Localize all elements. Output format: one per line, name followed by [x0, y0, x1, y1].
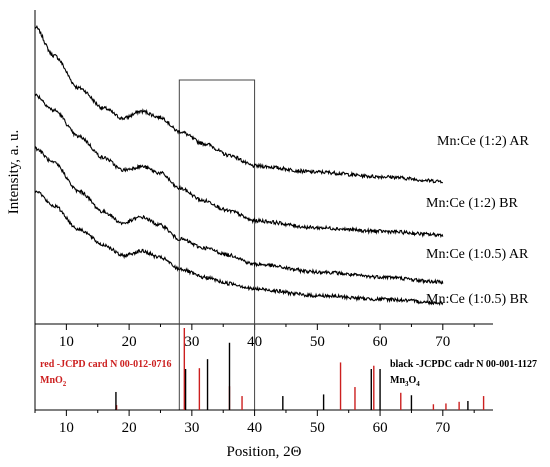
bottom-panel-x-ticks: 10 20 30 40 50 60 70 [34, 410, 475, 436]
reference-peaks [115, 328, 485, 410]
curve-0 [34, 24, 444, 184]
x-axis-label: Position, 2Θ [226, 444, 301, 460]
curve-1 [34, 93, 444, 238]
bottom-x-tick-label-40: 40 [247, 420, 262, 436]
bottom-x-tick-label-70: 70 [435, 420, 450, 436]
series-label-mnce-1-2-ar: Mn:Ce (1:2) AR [437, 134, 529, 149]
y-axis-label: Intensity, a. u. [6, 130, 22, 214]
series-label-mnce-1-05-ar: Mn:Ce (1:0.5) AR [426, 247, 529, 262]
top-x-tick-label-10: 10 [59, 334, 74, 350]
bottom-x-tick-label-30: 30 [184, 420, 199, 436]
mn3o4-formula-sub4: 4 [416, 380, 420, 388]
zoom-box [178, 79, 256, 411]
curve-2 [34, 146, 444, 285]
mn3o4-formula-o: O [409, 375, 417, 386]
diffraction-curves [34, 24, 444, 306]
legend-mn3o4-card: black -JCPDC cadr N 00-001-1127 [390, 359, 537, 370]
mn3o4-formula-sub3: 3 [405, 380, 409, 388]
bottom-x-tick-label-50: 50 [310, 420, 325, 436]
bottom-x-tick-label-10: 10 [59, 420, 74, 436]
zoom-box-rect [178, 79, 256, 411]
legend-mno2-formula: MnO2 [40, 375, 67, 388]
series-label-mnce-1-05-br: Mn:Ce (1:0.5) BR [426, 292, 529, 307]
legend-mn3o4-formula: Mn3O4 [390, 375, 420, 388]
top-x-tick-label-70: 70 [435, 334, 450, 350]
top-x-tick-label-60: 60 [373, 334, 388, 350]
top-x-tick-label-30: 30 [184, 334, 199, 350]
curve-3 [34, 190, 444, 306]
legend-mno2-card: red -JCPD card N 00-012-0716 [40, 359, 171, 370]
top-x-tick-label-50: 50 [310, 334, 325, 350]
mno2-formula-sub: 2 [63, 380, 67, 388]
mn3o4-formula-mn: Mn [390, 375, 405, 386]
bottom-x-tick-label-60: 60 [373, 420, 388, 436]
mno2-formula-base: MnO [40, 375, 63, 386]
series-label-mnce-1-2-br: Mn:Ce (1:2) BR [426, 196, 518, 211]
bottom-x-tick-label-20: 20 [122, 420, 137, 436]
top-x-tick-label-20: 20 [122, 334, 137, 350]
